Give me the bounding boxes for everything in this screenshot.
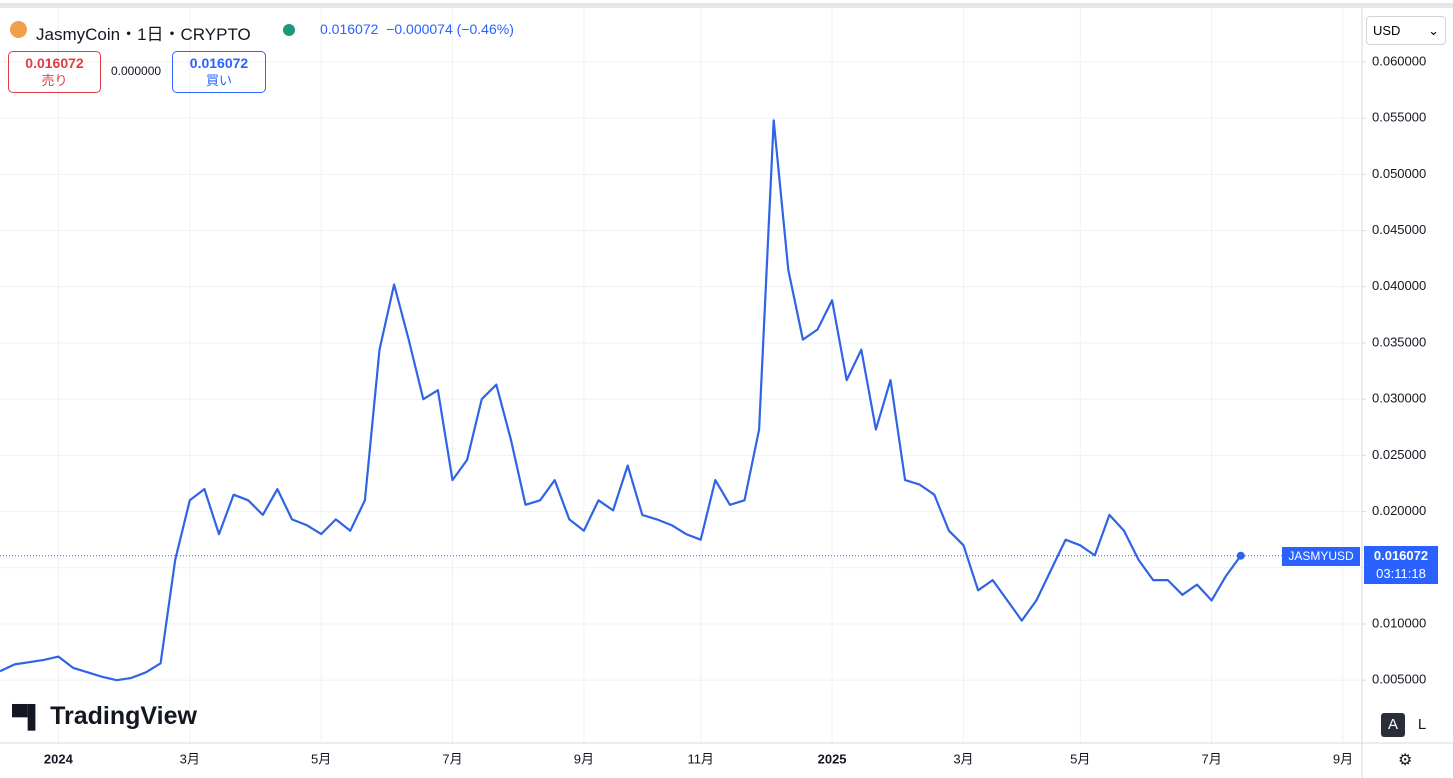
price-tag: 0.016072 03:11:18 (1364, 545, 1438, 584)
top-bar (0, 3, 1453, 8)
currency: USD (1373, 23, 1401, 38)
countdown: 03:11:18 (1376, 565, 1426, 581)
spread: 0.000000 (111, 64, 162, 78)
x-tick-label: 7月 (442, 751, 462, 766)
last-point (1236, 551, 1245, 560)
buy-button[interactable]: 0.016072 買い (172, 51, 266, 93)
change: −0.000074 (386, 21, 453, 37)
quote: 0.016072 −0.000074 (−0.46%) (320, 21, 514, 37)
market-status (283, 24, 295, 36)
x-tick-label: 9月 (1333, 751, 1353, 766)
sell-label: 売り (41, 73, 68, 88)
x-tick-label: 2024 (44, 751, 74, 766)
y-tick-label: 0.060000 (1372, 53, 1426, 68)
price-line (0, 119, 1242, 682)
logo-text: TradingView (50, 702, 197, 730)
x-tick-label: 5月 (1070, 751, 1090, 766)
y-tick-label: 0.045000 (1372, 222, 1426, 237)
x-tick-label: 2025 (818, 751, 847, 766)
sell-price: 0.016072 (25, 55, 84, 71)
x-tick-label: 11月 (687, 751, 714, 766)
y-tick-label: 0.010000 (1372, 615, 1426, 630)
symbol: JasmyCoin・1日・CRYPTO (36, 25, 251, 44)
y-tick-label: 0.020000 (1372, 503, 1426, 518)
coin-icon (10, 21, 27, 38)
y-tick-label: 0.005000 (1372, 672, 1426, 687)
currency-select[interactable]: USD ⌄ (1366, 16, 1446, 45)
log-scale-button[interactable]: L (1417, 716, 1427, 733)
settings-icon[interactable]: ⚙ (1398, 752, 1413, 769)
y-tick-label: 0.030000 (1372, 391, 1426, 406)
buy-price: 0.016072 (189, 55, 249, 71)
y-tick-label: 0.055000 (1372, 110, 1426, 125)
auto-scale-button[interactable]: A (1381, 713, 1405, 737)
price-tag-value: 0.016072 (1373, 547, 1429, 563)
last-price: 0.016072 (320, 21, 379, 37)
x-tick-label: 5月 (311, 751, 331, 766)
x-tick-label: 3月 (180, 751, 200, 766)
ticker-tag: JASMYUSD (1282, 546, 1360, 566)
sell-button[interactable]: 0.016072 売り (8, 51, 101, 93)
x-tick-label: 3月 (953, 751, 973, 766)
y-tick-label: 0.050000 (1372, 166, 1426, 181)
logo: ▀▌ TradingView (12, 702, 197, 730)
y-tick-label: 0.035000 (1372, 334, 1426, 349)
y-tick-label: 0.025000 (1372, 447, 1426, 462)
y-tick-label: 0.040000 (1372, 278, 1426, 293)
x-tick-label: 7月 (1202, 751, 1222, 766)
change-pct: (−0.46%) (456, 21, 514, 37)
buy-label: 買い (205, 73, 232, 88)
x-tick-label: 9月 (574, 751, 594, 766)
